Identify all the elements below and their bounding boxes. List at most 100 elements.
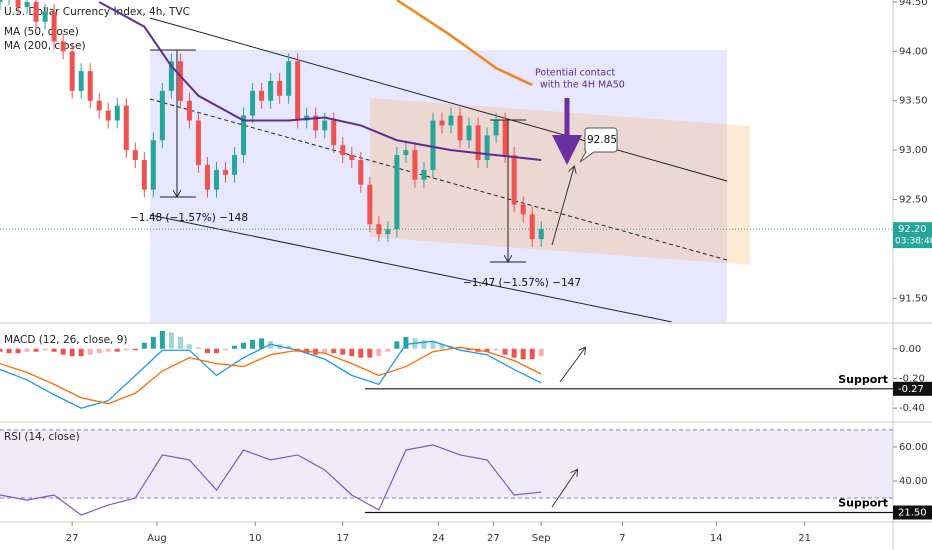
candle-body xyxy=(529,214,535,240)
forecast-arrow xyxy=(559,348,585,383)
histogram-bar xyxy=(168,332,174,349)
histogram-bar xyxy=(114,348,120,352)
candle-body xyxy=(520,204,526,215)
candle-body xyxy=(268,80,274,101)
candle-body xyxy=(295,61,301,121)
candle-body xyxy=(78,71,84,91)
candle-body xyxy=(132,150,138,161)
countdown: 03:38:40 xyxy=(895,237,932,247)
candle-body xyxy=(15,0,21,7)
candle-body xyxy=(493,120,499,136)
x-tick-label: 7 xyxy=(619,533,625,544)
histogram-bar xyxy=(520,348,526,360)
candle-body xyxy=(340,145,346,156)
histogram-bar xyxy=(141,342,147,349)
candle-body xyxy=(24,1,30,7)
histogram-bar xyxy=(241,342,247,349)
candle-body xyxy=(42,11,48,22)
histogram-bar xyxy=(195,347,201,349)
candle-body xyxy=(232,155,238,175)
histogram-bar xyxy=(286,345,292,349)
pane-plot xyxy=(0,429,893,516)
histogram-bar xyxy=(250,339,256,349)
candle-body xyxy=(538,229,544,240)
candle-body xyxy=(430,120,436,170)
candle-body xyxy=(241,115,247,156)
x-tick-label: 17 xyxy=(336,533,349,544)
histogram-bar xyxy=(529,348,535,360)
y-tick-label: 94.50 xyxy=(899,0,928,8)
histogram-bar xyxy=(394,341,400,349)
measure-label: −1.47 (−1.57%) −147 xyxy=(463,277,581,289)
chart-title: U.S. Dollar Currency Index, 4h, TVC xyxy=(4,6,190,18)
histogram-bar xyxy=(132,348,138,351)
note: Potential contact xyxy=(535,68,615,79)
histogram-bar xyxy=(340,348,346,355)
histogram-bar xyxy=(439,344,445,349)
histogram-bar xyxy=(60,348,66,355)
candle-body xyxy=(141,160,147,190)
candle-body xyxy=(331,120,337,146)
histogram-bar xyxy=(78,348,84,357)
histogram-bar xyxy=(403,336,409,349)
x-tick-label: Sep xyxy=(532,533,551,544)
candle-body xyxy=(150,140,156,190)
y-tick-label: 0.00 xyxy=(899,344,921,355)
candle-body xyxy=(177,61,183,101)
candle-body xyxy=(349,155,355,161)
histogram-bar xyxy=(186,344,192,349)
y-tick-label: 91.50 xyxy=(899,293,928,304)
channel-fill xyxy=(150,50,727,322)
histogram-bar xyxy=(0,348,3,352)
candle-body xyxy=(439,120,445,126)
support-text: Support xyxy=(838,497,888,510)
candle-body xyxy=(394,155,400,230)
candle-body xyxy=(457,115,463,141)
candle-body xyxy=(466,125,472,141)
x-tick-label: Aug xyxy=(147,533,167,544)
note: with the 4H MA50 xyxy=(540,80,625,91)
forecast-arrow xyxy=(551,470,577,508)
y-tick-label: 92.50 xyxy=(899,195,928,206)
pane-plot xyxy=(0,330,544,409)
candle-body xyxy=(33,1,39,22)
last-price-box xyxy=(893,222,932,249)
candle-body xyxy=(87,71,93,101)
histogram-bar xyxy=(213,348,219,354)
x-tick-label: 27 xyxy=(66,533,79,544)
x-tick-label: 21 xyxy=(798,533,811,544)
legend-entry: MA (50, close) xyxy=(4,26,79,38)
candle-body xyxy=(105,110,111,121)
candle-body xyxy=(114,105,120,121)
x-tick-label: 10 xyxy=(249,533,262,544)
drawings xyxy=(149,17,750,322)
rsi-line xyxy=(0,444,542,516)
candle-body xyxy=(502,120,508,156)
histogram-bar xyxy=(123,348,129,351)
candle-body xyxy=(277,80,283,96)
candle-body xyxy=(0,0,3,2)
candle-body xyxy=(322,120,328,131)
candle-body xyxy=(421,169,427,180)
channel-top xyxy=(149,17,728,182)
moving-average xyxy=(396,0,533,87)
x-tick-label: 27 xyxy=(487,533,500,544)
histogram-bar xyxy=(268,341,274,349)
y-tick-label: 40.00 xyxy=(899,476,928,487)
candle-body xyxy=(286,61,292,96)
channel-bottom xyxy=(149,214,673,322)
projection-fill xyxy=(370,98,750,265)
moving-average xyxy=(98,1,542,162)
legend-entry: MA (200, close) xyxy=(4,40,86,52)
histogram-bar xyxy=(259,338,265,349)
histogram-bar xyxy=(51,348,57,352)
histogram-bar xyxy=(204,348,210,354)
x-tick-label: 14 xyxy=(710,533,723,544)
y-tick-label: 60.00 xyxy=(899,442,928,453)
histogram-bar xyxy=(24,348,30,352)
candle-body xyxy=(51,11,57,42)
candle-body xyxy=(168,61,174,91)
histogram-bar xyxy=(322,348,328,354)
support-label-box xyxy=(893,505,932,520)
histogram-bar xyxy=(223,348,229,351)
